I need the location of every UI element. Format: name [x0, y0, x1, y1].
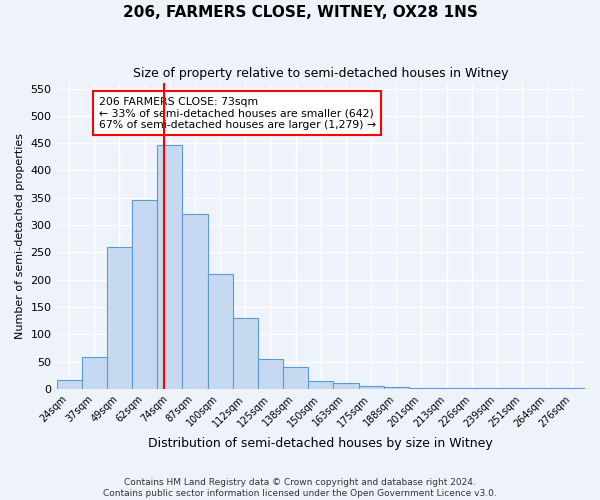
Bar [359, 386, 383, 389]
Text: 206 FARMERS CLOSE: 73sqm
← 33% of semi-detached houses are smaller (642)
67% of : 206 FARMERS CLOSE: 73sqm ← 33% of semi-d… [99, 97, 376, 130]
Bar [383, 388, 409, 389]
X-axis label: Distribution of semi-detached houses by size in Witney: Distribution of semi-detached houses by … [148, 437, 493, 450]
Bar [334, 384, 359, 389]
Bar [560, 388, 585, 389]
Y-axis label: Number of semi-detached properties: Number of semi-detached properties [15, 133, 25, 339]
Bar [509, 388, 535, 389]
Bar [459, 388, 484, 389]
Bar [535, 388, 560, 389]
Title: Size of property relative to semi-detached houses in Witney: Size of property relative to semi-detach… [133, 68, 509, 80]
Bar [157, 145, 182, 389]
Bar [132, 200, 157, 389]
Bar [484, 388, 509, 389]
Bar [208, 274, 233, 389]
Bar [182, 214, 208, 389]
Bar [56, 380, 82, 389]
Bar [409, 388, 434, 389]
Text: Contains HM Land Registry data © Crown copyright and database right 2024.
Contai: Contains HM Land Registry data © Crown c… [103, 478, 497, 498]
Bar [233, 318, 258, 389]
Bar [434, 388, 459, 389]
Bar [308, 380, 334, 389]
Bar [82, 357, 107, 389]
Bar [107, 247, 132, 389]
Bar [283, 367, 308, 389]
Bar [258, 359, 283, 389]
Text: 206, FARMERS CLOSE, WITNEY, OX28 1NS: 206, FARMERS CLOSE, WITNEY, OX28 1NS [122, 5, 478, 20]
